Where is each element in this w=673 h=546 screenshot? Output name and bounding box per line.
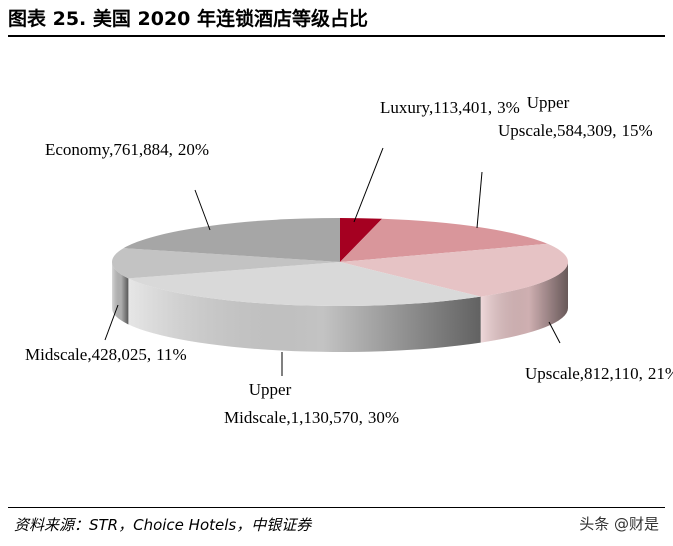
category-label: Upscale [525,364,580,383]
value-label: 584,309 [557,121,613,140]
leader-line [476,171,483,229]
percent-label: 15% [621,121,653,140]
slice [128,262,481,306]
separator: , [579,364,585,383]
label-line: Upper Midscale, [224,380,291,427]
slice [340,218,548,262]
label-line: 584,309, 15% [557,121,653,140]
category-label: Upper Upscale [498,93,570,140]
data-label: Economy,761,884, 20% [45,136,209,164]
slice [112,248,341,279]
leader-line [353,147,384,223]
value-label: 812,110 [584,364,639,383]
separator: , [168,140,173,159]
category-label: Midscale [25,345,88,364]
slice [123,218,340,262]
slice-side-shade [128,278,481,353]
value-label: 761,884 [113,140,169,159]
separator: , [286,408,291,427]
slice [340,243,569,297]
separator: , [612,121,617,140]
separator: , [487,98,493,117]
leader-line [548,321,561,344]
data-label: Midscale,428,025, 11% [25,341,187,369]
separator: , [109,140,114,159]
label-line: 761,884, 20% [113,140,209,159]
percent-label: 21% [647,364,673,383]
leader-line [194,189,211,231]
label-line: Upscale, [525,364,584,383]
percent-label: 30% [367,408,399,427]
data-label: Upper Midscale,1,130,570, 30% [224,376,399,432]
value-label: 113,401 [433,98,488,117]
value-label: 428,025 [91,345,147,364]
category-label: Luxury [380,98,429,117]
label-line: 113,401, 3% [433,98,520,117]
separator: , [552,121,558,140]
label-line: 812,110,21% [584,364,673,383]
slice [340,218,383,262]
percent-label: 3% [497,98,520,117]
data-label: Luxury,113,401, 3% [380,94,520,122]
category-label: Upper Midscale [224,380,292,427]
figure-title: 图表 25. 美国 2020 年连锁酒店等级占比 [8,8,368,30]
leader-line [104,304,119,341]
source-rule [8,507,665,508]
separator: , [428,98,434,117]
label-line: Economy, [45,140,113,159]
separator: , [358,408,363,427]
label-line: Upper Upscale, [498,93,569,140]
title-rule [8,35,665,37]
source-note: 资料来源：STR，Choice Hotels，中银证券 [14,516,312,534]
label-line: 428,025, 11% [92,345,187,364]
separator: , [87,345,92,364]
label-line: Luxury, [380,98,433,117]
data-label: Upper Upscale,584,309, 15% [498,89,653,145]
category-label: Economy [45,140,110,159]
watermark: 头条 @财是 [579,515,659,533]
percent-label: 11% [156,345,187,364]
percent-label: 20% [177,140,209,159]
label-line: 1,130,570, 30% [291,408,399,427]
label-line: Midscale, [25,345,92,364]
separator: , [146,345,152,364]
value-label: 1,130,570 [290,408,359,427]
data-label: Upscale,812,110,21% [525,360,673,388]
slice-side-shade [480,262,568,343]
separator: , [638,364,643,383]
